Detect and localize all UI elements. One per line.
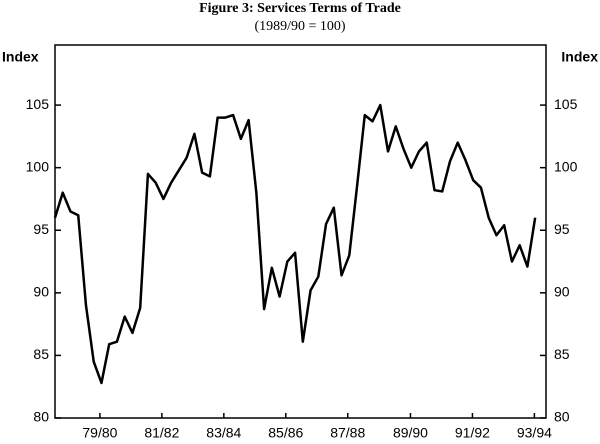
y-tick-label: 100 [26,158,50,174]
x-tick-label: 93/94 [517,425,552,441]
y2-tick-label: 90 [554,284,570,300]
y2-tick-label: 100 [554,158,578,174]
y2-tick-label: 95 [554,221,570,237]
plot-frame [54,44,547,419]
y-tick-label: 90 [33,284,49,300]
y2-tick-label: 105 [554,96,578,112]
y-tick-label: 105 [26,96,50,112]
x-tick-label: 91/92 [455,425,490,441]
chart-title: Figure 3: Services Terms of Trade [199,1,401,16]
y-axis-label: Index [2,49,39,65]
x-tick-label: 87/88 [330,425,365,441]
x-tick-label: 81/82 [144,425,179,441]
y-tick-label: 85 [33,346,49,362]
x-tick-label: 85/86 [268,425,303,441]
y-tick-label: 80 [33,409,49,425]
x-tick-label: 83/84 [206,425,241,441]
y-tick-label: 95 [33,221,49,237]
data-line [53,103,537,385]
x-tick-label: 79/80 [82,425,117,441]
chart-subtitle: (1989/90 = 100) [254,19,345,34]
y2-axis-label: Index [561,49,598,65]
y2-tick-label: 85 [554,346,570,362]
y2-tick-label: 80 [554,409,570,425]
x-tick-label: 89/90 [393,425,428,441]
